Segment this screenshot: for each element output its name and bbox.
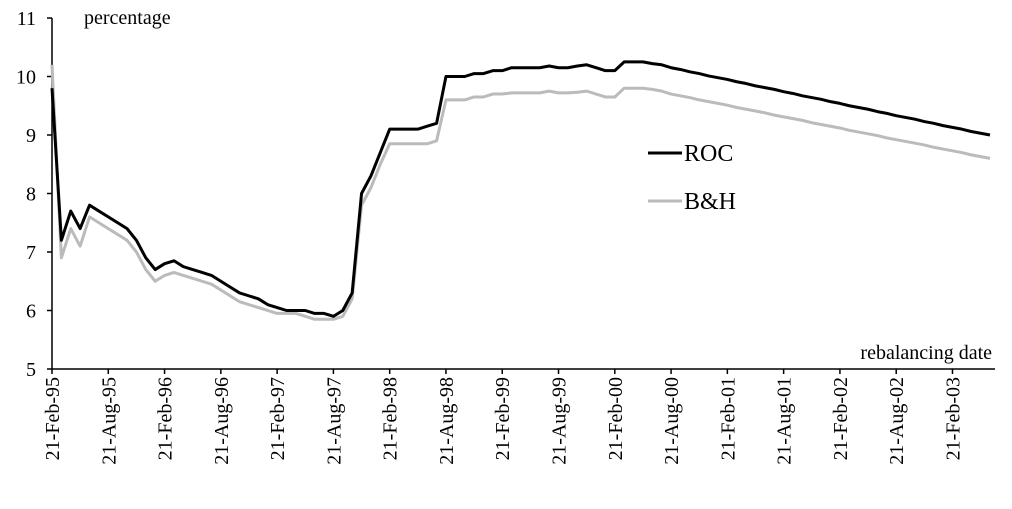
x-tick-label: 21-Aug-00 [661, 377, 683, 465]
x-tick-label: 21-Feb-01 [717, 377, 739, 460]
x-tick-label: 21-Aug-95 [98, 377, 120, 465]
y-tick-label: 11 [17, 8, 36, 30]
x-tick-label: 21-Feb-00 [605, 377, 627, 460]
x-tick-label: 21-Aug-97 [323, 377, 345, 465]
x-tick-label: 21-Feb-98 [380, 377, 402, 460]
y-axis-title: percentage [84, 7, 171, 29]
y-tick-label: 8 [26, 184, 36, 206]
x-tick-label: 21-Aug-01 [774, 377, 796, 465]
x-tick-label: 21-Feb-96 [155, 377, 177, 460]
x-tick-label: 21-Aug-96 [211, 377, 233, 465]
y-tick-label: 5 [26, 359, 36, 381]
x-axis-title: rebalancing date [860, 342, 992, 364]
x-tick-label: 21-Aug-98 [436, 377, 458, 465]
y-tick-label: 6 [26, 301, 36, 323]
x-tick-label: 21-Aug-99 [549, 377, 571, 465]
series-line [50, 60, 991, 318]
y-tick-label: 9 [26, 125, 36, 147]
y-tick-label: 7 [26, 242, 36, 264]
y-tick-label: 10 [16, 67, 36, 89]
legend-label: ROC [684, 141, 733, 167]
x-tick-label: 21-Feb-02 [830, 377, 852, 460]
legend-label: B&H [684, 189, 736, 215]
x-tick-label: 21-Feb-97 [267, 377, 289, 460]
x-tick-label: 21-Aug-02 [886, 377, 908, 465]
x-tick-label: 21-Feb-95 [42, 377, 64, 460]
series-line [50, 64, 991, 321]
x-tick-label: 21-Feb-99 [492, 377, 514, 460]
x-tick-label: 21-Feb-03 [942, 377, 964, 460]
